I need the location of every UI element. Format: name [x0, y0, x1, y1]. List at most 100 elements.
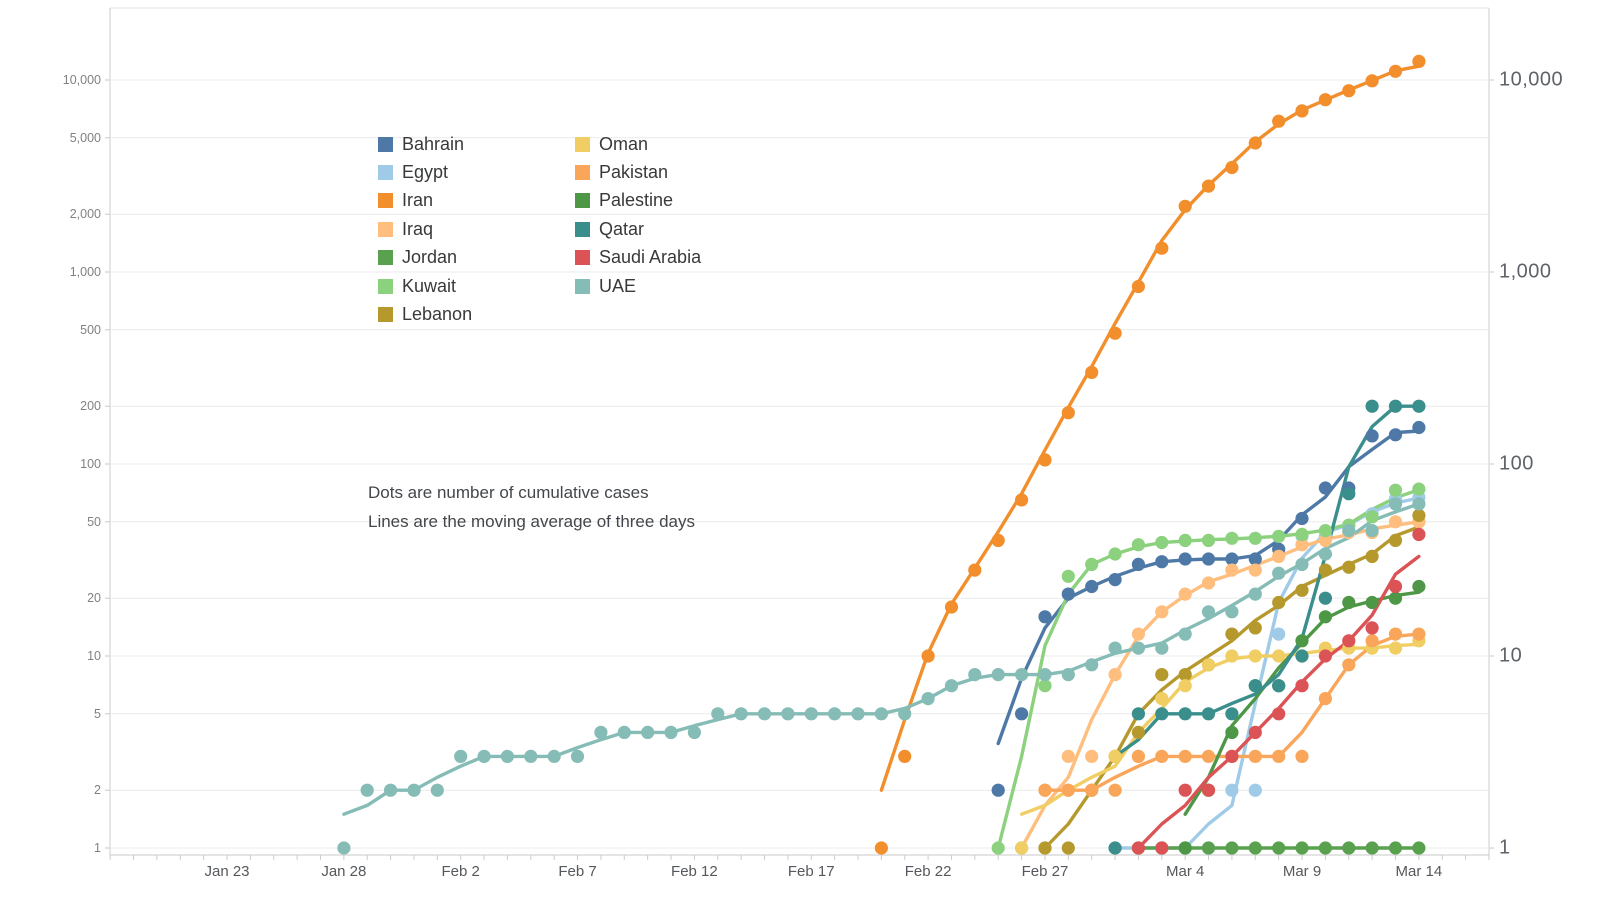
iraq-dot-mar-4[interactable] — [1178, 587, 1192, 601]
pakistan-dot-mar-8[interactable] — [1272, 749, 1286, 764]
oman-dot-mar-13[interactable] — [1388, 641, 1403, 655]
palestine-dot-mar-10[interactable] — [1318, 610, 1332, 624]
iran-dot-mar-8[interactable] — [1272, 114, 1286, 128]
iraq-dot-mar-1[interactable] — [1108, 668, 1122, 682]
iraq-dot-mar-5[interactable] — [1201, 576, 1216, 590]
lebanon-dot-mar-14[interactable] — [1412, 508, 1426, 522]
saudi-arabia-dot-mar-3[interactable] — [1155, 841, 1169, 855]
pakistan-dot-mar-2[interactable] — [1131, 749, 1145, 764]
kuwait-dot-mar-14[interactable] — [1412, 482, 1426, 496]
bahrain-dot-mar-9[interactable] — [1295, 511, 1309, 526]
iran-dot-feb-27[interactable] — [1038, 453, 1052, 467]
uae-dot-mar-7[interactable] — [1248, 587, 1262, 601]
kuwait-dot-feb-27[interactable] — [1038, 679, 1052, 693]
qatar-dot-mar-11[interactable] — [1342, 487, 1356, 501]
uae-dot-feb-6[interactable] — [547, 749, 561, 764]
uae-dot-mar-12[interactable] — [1365, 524, 1379, 538]
oman-dot-mar-4[interactable] — [1178, 679, 1192, 693]
pakistan-dot-mar-3[interactable] — [1155, 749, 1169, 764]
iraq-dot-mar-7[interactable] — [1248, 563, 1262, 577]
palestine-dot-mar-12[interactable] — [1365, 595, 1379, 610]
palestine-dot-mar-9[interactable] — [1295, 634, 1309, 648]
lebanon-line[interactable] — [1043, 525, 1421, 850]
pakistan-dot-mar-14[interactable] — [1412, 627, 1426, 641]
bahrain-dot-mar-5[interactable] — [1201, 552, 1216, 566]
lebanon-dot-mar-8[interactable] — [1272, 595, 1286, 610]
bahrain-dot-mar-1[interactable] — [1108, 573, 1122, 587]
egypt-dot-mar-6[interactable] — [1225, 783, 1239, 797]
lebanon-dot-feb-28[interactable] — [1061, 841, 1075, 855]
uae-dot-feb-4[interactable] — [500, 749, 514, 764]
oman-dot-mar-6[interactable] — [1225, 649, 1239, 663]
qatar-dot-mar-5[interactable] — [1201, 707, 1216, 721]
uae-dot-feb-29[interactable] — [1085, 658, 1099, 672]
jordan-dot-mar-11[interactable] — [1342, 841, 1356, 855]
uae-dot-feb-9[interactable] — [617, 725, 631, 740]
kuwait-dot-mar-13[interactable] — [1388, 483, 1403, 497]
uae-dot-feb-11[interactable] — [664, 725, 678, 740]
kuwait-dot-mar-2[interactable] — [1131, 538, 1145, 552]
lebanon-dot-mar-4[interactable] — [1178, 668, 1192, 682]
uae-dot-mar-6[interactable] — [1225, 605, 1239, 619]
iraq-line[interactable] — [1019, 520, 1421, 850]
qatar-dot-mar-8[interactable] — [1272, 679, 1286, 693]
uae-dot-mar-8[interactable] — [1272, 566, 1286, 580]
saudi-arabia-dot-mar-5[interactable] — [1201, 783, 1216, 797]
legend-item-palestine[interactable]: Palestine — [575, 190, 673, 212]
palestine-dot-mar-4[interactable] — [1178, 841, 1192, 855]
bahrain-dot-feb-26[interactable] — [1015, 707, 1029, 721]
lebanon-dot-mar-13[interactable] — [1388, 533, 1403, 548]
kuwait-dot-mar-9[interactable] — [1295, 527, 1309, 542]
kuwait-dot-mar-3[interactable] — [1155, 535, 1169, 550]
iran-dot-mar-9[interactable] — [1295, 104, 1309, 118]
pakistan-dot-mar-1[interactable] — [1108, 783, 1122, 797]
lebanon-dot-mar-2[interactable] — [1131, 725, 1145, 740]
lebanon-dot-feb-27[interactable] — [1038, 841, 1052, 855]
oman-dot-mar-3[interactable] — [1155, 692, 1169, 706]
lebanon-dot-mar-11[interactable] — [1342, 560, 1356, 574]
uae-dot-feb-22[interactable] — [921, 692, 935, 706]
kuwait-dot-feb-28[interactable] — [1061, 569, 1075, 583]
legend-item-uae[interactable]: UAE — [575, 275, 636, 297]
iran-dot-mar-10[interactable] — [1318, 93, 1332, 107]
iran-dot-feb-23[interactable] — [944, 600, 959, 614]
uae-dot-feb-28[interactable] — [1061, 668, 1075, 682]
iran-dot-mar-14[interactable] — [1412, 54, 1426, 68]
saudi-arabia-dot-mar-6[interactable] — [1225, 749, 1239, 764]
uae-dot-jan-29[interactable] — [360, 783, 374, 797]
uae-dot-jan-31[interactable] — [407, 783, 421, 797]
oman-dot-mar-1[interactable] — [1108, 749, 1122, 764]
bahrain-dot-mar-6[interactable] — [1225, 552, 1239, 566]
uae-dot-feb-18[interactable] — [828, 707, 842, 721]
jordan-dot-mar-14[interactable] — [1412, 841, 1426, 855]
iran-dot-feb-20[interactable] — [874, 841, 889, 855]
oman-dot-feb-26[interactable] — [1015, 841, 1029, 855]
palestine-dot-mar-14[interactable] — [1412, 579, 1426, 594]
saudi-arabia-dot-mar-14[interactable] — [1412, 527, 1426, 542]
uae-dot-feb-8[interactable] — [594, 725, 608, 740]
iran-dot-mar-4[interactable] — [1178, 199, 1192, 213]
saudi-arabia-dot-mar-7[interactable] — [1248, 725, 1262, 740]
lebanon-dot-mar-6[interactable] — [1225, 627, 1239, 641]
pakistan-dot-mar-11[interactable] — [1342, 658, 1356, 672]
iraq-dot-mar-3[interactable] — [1155, 605, 1169, 619]
bahrain-dot-mar-13[interactable] — [1388, 428, 1403, 442]
qatar-dot-mar-6[interactable] — [1225, 707, 1239, 721]
iran-dot-mar-13[interactable] — [1388, 64, 1403, 78]
qatar-dot-mar-12[interactable] — [1365, 399, 1379, 413]
kuwait-dot-mar-10[interactable] — [1318, 524, 1332, 538]
qatar-dot-mar-2[interactable] — [1131, 707, 1145, 721]
uae-dot-feb-24[interactable] — [968, 668, 982, 682]
legend-item-oman[interactable]: Oman — [575, 133, 648, 155]
iraq-dot-feb-28[interactable] — [1061, 749, 1075, 764]
iraq-dot-mar-6[interactable] — [1225, 563, 1239, 577]
pakistan-dot-mar-13[interactable] — [1388, 627, 1403, 641]
uae-dot-mar-13[interactable] — [1388, 497, 1403, 511]
lebanon-dot-mar-7[interactable] — [1248, 621, 1262, 635]
iraq-dot-mar-9[interactable] — [1295, 538, 1309, 552]
iraq-dot-mar-10[interactable] — [1318, 533, 1332, 548]
iraq-dot-mar-13[interactable] — [1388, 515, 1403, 529]
qatar-dot-mar-9[interactable] — [1295, 649, 1309, 663]
jordan-dot-mar-9[interactable] — [1295, 841, 1309, 855]
iraq-dot-feb-29[interactable] — [1085, 749, 1099, 764]
